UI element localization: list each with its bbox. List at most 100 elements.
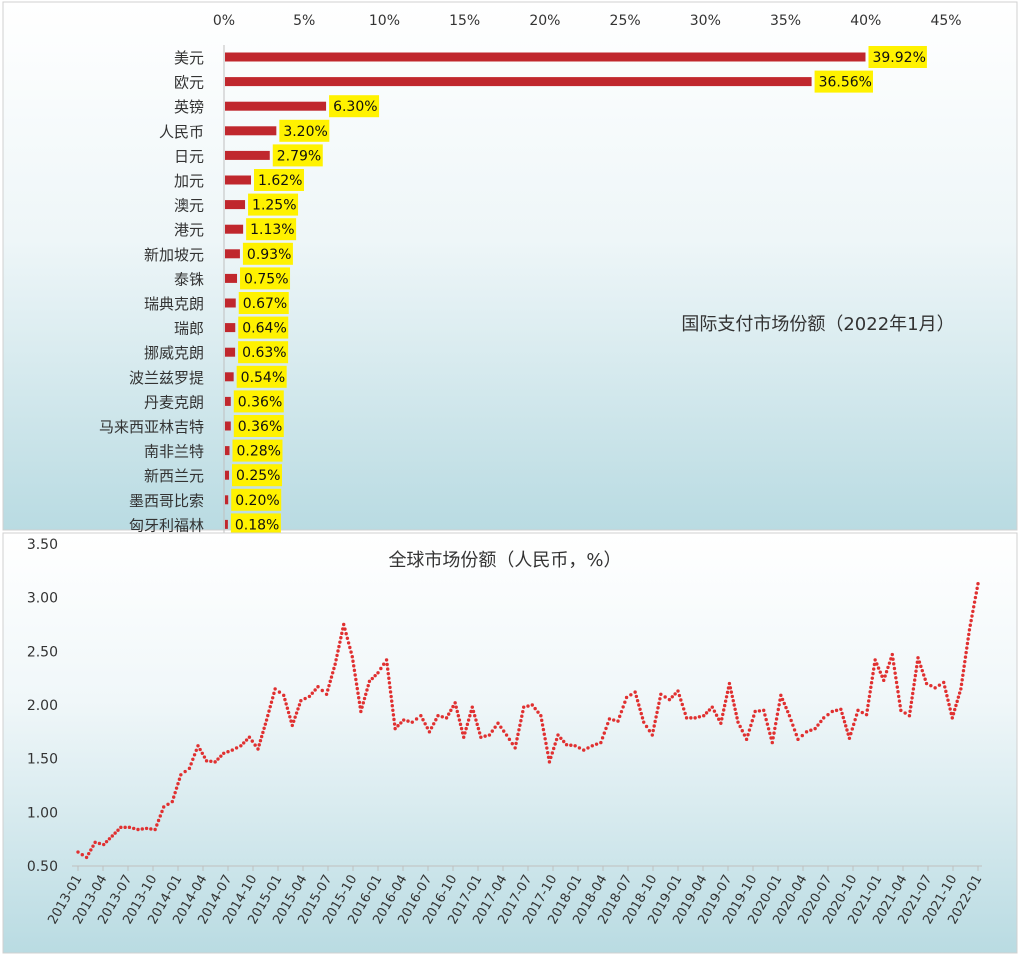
line-dot <box>887 661 892 665</box>
line-dot <box>917 660 922 664</box>
line-dot <box>683 711 687 716</box>
line-dot <box>173 790 177 795</box>
bar-data-label-group: 1.62% <box>253 169 304 191</box>
line-dot <box>629 693 633 697</box>
line-dot <box>710 705 714 709</box>
line-dot <box>765 722 770 726</box>
line-dot <box>794 732 798 737</box>
line-dot <box>87 851 91 856</box>
line-dot <box>352 668 357 673</box>
line-dot <box>474 718 478 722</box>
line-dot <box>365 688 369 692</box>
line-dot <box>292 719 296 723</box>
bar-data-label: 1.62% <box>258 173 302 189</box>
line-dot <box>971 609 975 614</box>
line-dot <box>616 719 620 723</box>
line-dot <box>477 731 482 735</box>
line-dot <box>942 680 946 685</box>
bar <box>225 298 236 308</box>
line-dot <box>556 733 560 737</box>
line-dot <box>473 714 477 718</box>
bar-data-label-group: 1.13% <box>246 218 297 241</box>
line-dot <box>475 722 479 727</box>
line-dot <box>463 731 467 735</box>
bar-data-label-highlight <box>253 169 304 191</box>
line-dot <box>174 786 179 790</box>
line-dot <box>533 706 537 711</box>
line-dot <box>895 685 899 689</box>
line-dot <box>436 714 440 718</box>
line-dot <box>515 737 519 741</box>
bar-data-label-group: 0.67% <box>238 292 289 314</box>
line-dot <box>961 673 965 677</box>
bar-data-label-group: 0.28% <box>232 439 283 462</box>
line-dot <box>778 698 782 702</box>
line-dot <box>775 712 780 716</box>
bar-data-label-group: 0.36% <box>233 415 284 437</box>
line-dot <box>234 746 239 750</box>
line-dot <box>962 664 966 668</box>
line-dot <box>429 726 434 730</box>
line-dot <box>770 740 774 745</box>
line-dot <box>919 664 923 669</box>
bar-x-tick-label: 0% <box>213 13 235 29</box>
line-dot <box>876 666 881 670</box>
line-dot <box>784 705 788 710</box>
bar-x-tick-label: 20% <box>529 13 560 29</box>
line-dot <box>455 709 459 714</box>
bar-data-label: 39.92% <box>872 50 925 66</box>
line-chart-title: 全球市场份额（人民币，%） <box>388 550 621 571</box>
line-dot <box>324 692 329 696</box>
line-dot <box>361 701 366 705</box>
line-dot <box>965 646 969 650</box>
line-dot <box>327 683 331 688</box>
line-dot <box>786 709 790 714</box>
line-dot <box>166 802 170 806</box>
line-dot <box>955 699 959 704</box>
line-dot <box>392 722 397 726</box>
line-dot <box>871 671 875 676</box>
line-dot <box>957 691 962 695</box>
line-dot <box>954 703 958 708</box>
bar-data-label: 0.25% <box>236 468 280 484</box>
line-dot <box>975 586 979 591</box>
line-dot <box>656 706 660 710</box>
line-dot <box>545 746 549 750</box>
line-dot <box>200 751 204 755</box>
line-dot <box>230 748 234 752</box>
line-dot <box>346 641 351 645</box>
bar-data-label-highlight <box>238 292 289 314</box>
bar-category-label: 马来西亚林吉特 <box>99 418 204 436</box>
bar-data-label: 0.20% <box>235 493 279 509</box>
bar-data-label-group: 3.20% <box>279 119 330 142</box>
bar <box>225 249 240 259</box>
line-dot <box>582 748 586 752</box>
line-dot <box>960 678 964 682</box>
line-dot <box>577 746 582 750</box>
line-dot <box>244 738 249 742</box>
line-dot <box>684 716 689 720</box>
line-dot <box>554 737 559 742</box>
line-dot <box>453 701 457 705</box>
line-dot <box>493 725 497 729</box>
line-dot <box>423 722 427 726</box>
line-dot <box>391 708 395 712</box>
line-dot <box>834 708 839 713</box>
line-dot <box>390 704 394 708</box>
line-dot <box>920 668 924 673</box>
line-y-tick-label: 3.50 <box>27 537 58 553</box>
line-dot <box>764 717 768 722</box>
line-dot <box>774 717 779 721</box>
line-dot <box>370 676 374 681</box>
bar-data-label: 0.18% <box>235 517 279 533</box>
line-dot <box>749 723 753 728</box>
line-dot <box>907 714 912 718</box>
line-dot <box>352 664 356 668</box>
line-dot <box>773 726 777 731</box>
line-dot <box>546 750 550 755</box>
line-dot <box>849 731 853 736</box>
line-dot <box>259 734 264 739</box>
line-dot <box>267 709 271 713</box>
line-dot <box>393 726 397 731</box>
bar-x-tick-label: 10% <box>369 13 400 29</box>
